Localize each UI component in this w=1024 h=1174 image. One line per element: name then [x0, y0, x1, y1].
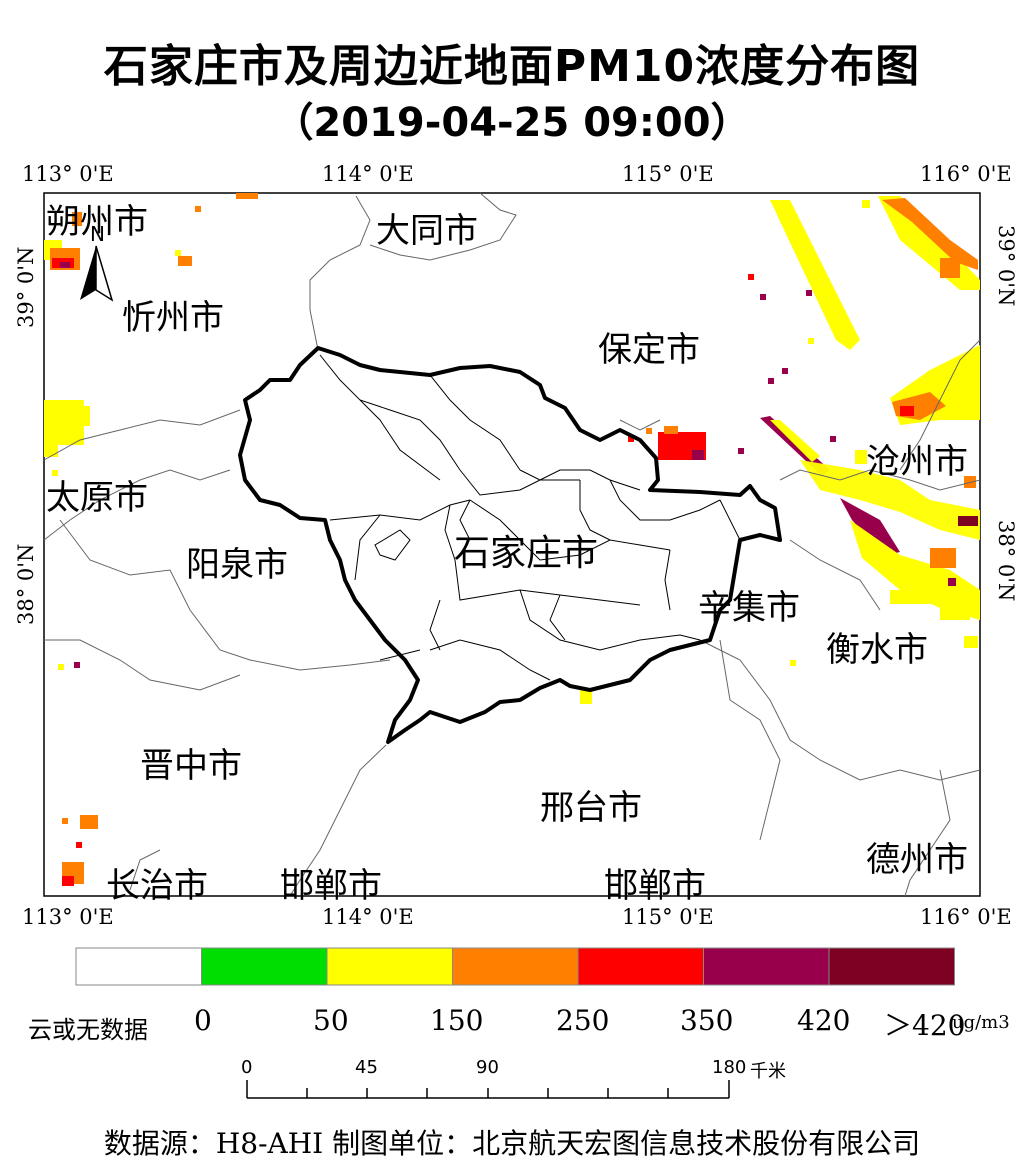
legend-color-bar [75, 947, 955, 986]
pm10-concentration-pixels [44, 193, 980, 886]
county-boundaries [319, 354, 741, 681]
legend-tick-0: 0 [194, 1004, 212, 1037]
lon-label-bottom-115: 115° 0'E [622, 905, 714, 929]
legend-tick-50: 50 [313, 1004, 349, 1037]
legend-tick-420: 420 [797, 1004, 851, 1037]
lon-label-top-113: 113° 0'E [22, 162, 114, 186]
lon-label-bottom-113: 113° 0'E [22, 905, 114, 929]
city-label-hengshui: 衡水市 [826, 630, 928, 670]
city-label-xingtai: 邢台市 [540, 788, 642, 828]
scale-label-180: 180 [712, 1057, 747, 1078]
legend-no-data-label: 云或无数据 [28, 1016, 148, 1044]
shijiazhuang-boundary [238, 346, 782, 744]
legend-swatch [75, 947, 202, 986]
legend-unit: ug/m3 [952, 1012, 1010, 1033]
lon-label-top-114: 114° 0'E [322, 162, 414, 186]
legend-swatch [703, 947, 830, 986]
city-label-cangzhou: 沧州市 [866, 442, 968, 482]
admin-boundaries [43, 192, 981, 897]
city-label-xinzhou: 忻州市 [122, 298, 224, 338]
lon-label-bottom-114: 114° 0'E [322, 905, 414, 929]
city-label-datong: 大同市 [376, 211, 478, 251]
north-arrow-icon [80, 245, 114, 302]
city-label-yangquan: 阳泉市 [186, 545, 288, 585]
city-label-dezhou: 德州市 [866, 840, 968, 880]
legend-swatch [577, 947, 704, 986]
scale-unit: 千米 [750, 1061, 786, 1082]
footer-source-credit: 数据源：H8-AHI 制图单位：北京航天宏图信息技术股份有限公司 [103, 1127, 921, 1160]
city-label-jinzhong: 晋中市 [140, 746, 242, 786]
scale-bar [246, 1080, 730, 1099]
city-label-xinji: 辛集市 [698, 588, 800, 628]
lon-label-top-116: 116° 0'E [920, 162, 1012, 186]
legend-swatch [452, 947, 579, 986]
city-label-taiyuan: 太原市 [46, 478, 148, 518]
legend-swatch [326, 947, 453, 986]
north-arrow-label: N [90, 222, 105, 246]
lon-label-top-115: 115° 0'E [622, 162, 714, 186]
city-label-shijiazhuang: 石家庄市 [454, 533, 599, 574]
legend-tick-over-420: ＞420 [884, 1009, 966, 1042]
map-subtitle-datetime: （2019-04-25 09:00） [273, 100, 751, 146]
city-label-baoding: 保定市 [598, 330, 700, 370]
city-label-handan-west: 邯郸市 [280, 866, 382, 906]
legend-swatch [201, 947, 328, 986]
scale-label-0: 0 [241, 1057, 253, 1078]
legend-swatch [828, 947, 955, 986]
map-title: 石家庄市及周边近地面PM10浓度分布图 [103, 41, 921, 92]
legend-tick-150: 150 [430, 1004, 484, 1037]
scale-label-45: 45 [355, 1057, 378, 1078]
lon-label-bottom-116: 116° 0'E [920, 905, 1012, 929]
scale-label-90: 90 [476, 1057, 499, 1078]
legend-tick-250: 250 [556, 1004, 610, 1037]
legend-tick-350: 350 [680, 1004, 734, 1037]
city-label-changzhi: 长治市 [106, 866, 208, 906]
city-label-shuozhou: 朔州市 [46, 202, 148, 242]
city-label-handan-east: 邯郸市 [604, 866, 706, 906]
